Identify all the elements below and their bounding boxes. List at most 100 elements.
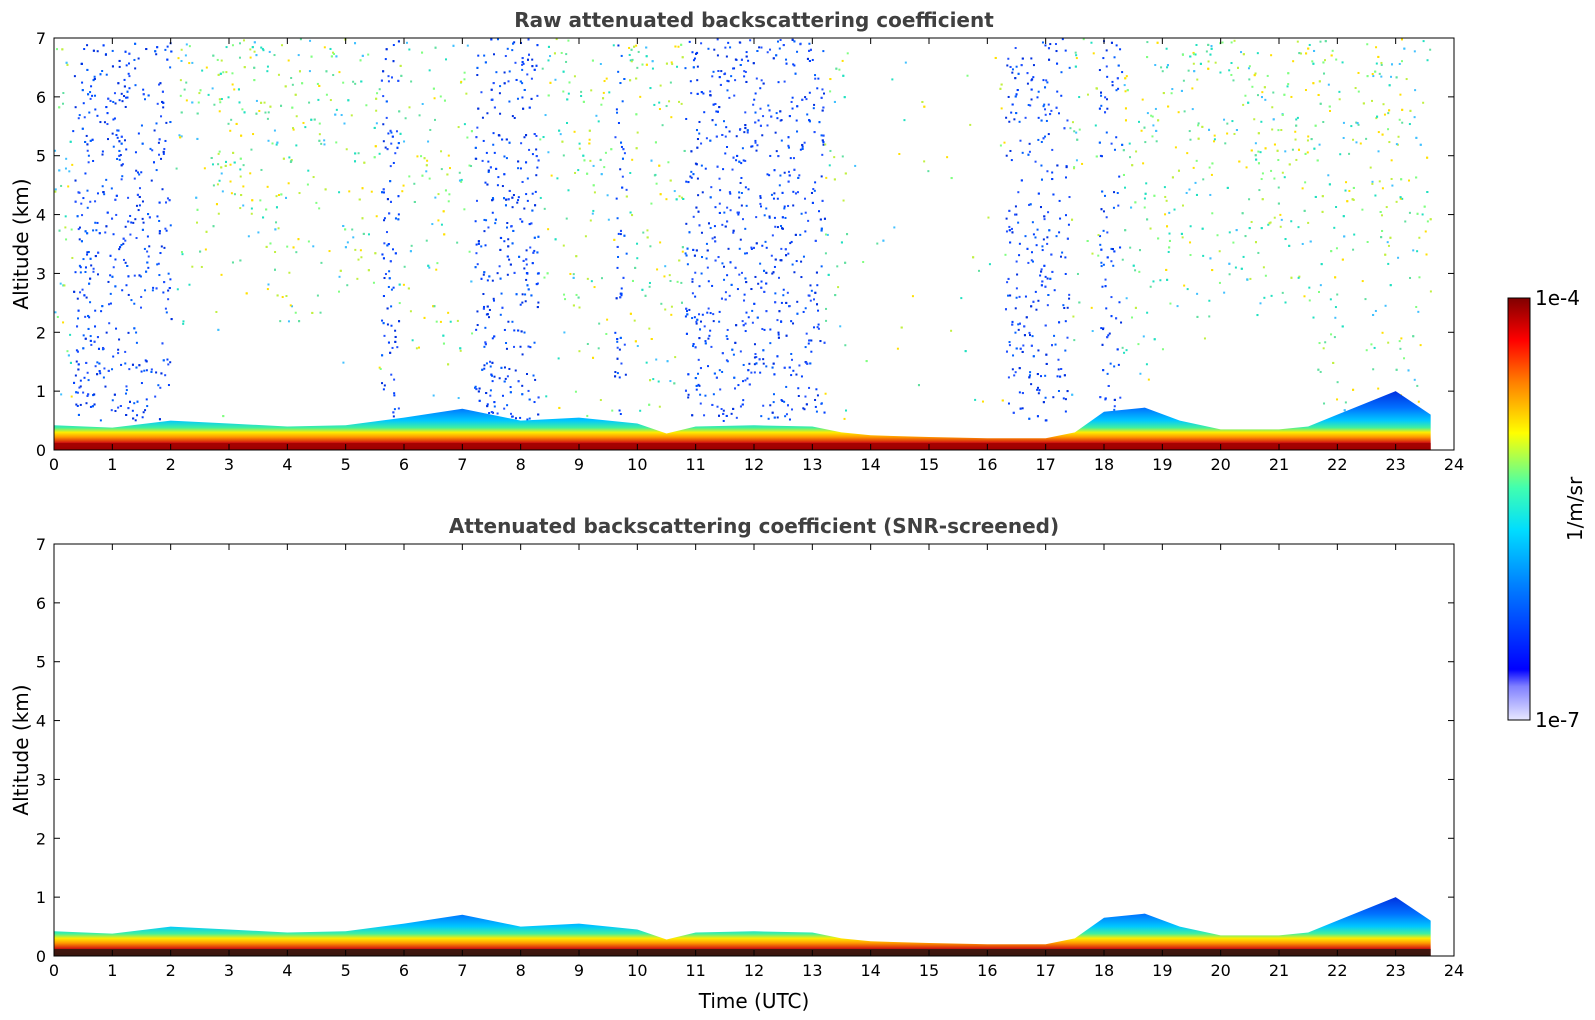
noise-pixel <box>1146 41 1149 44</box>
noise-pixel <box>280 193 283 196</box>
noise-pixel <box>1102 229 1105 232</box>
noise-pixel <box>1283 93 1286 96</box>
noise-pixel <box>54 190 57 193</box>
noise-pixel <box>73 75 76 78</box>
x-tick-label: 14 <box>860 455 880 474</box>
noise-pixel <box>1154 64 1157 67</box>
noise-pixel <box>513 271 516 274</box>
noise-pixel <box>123 78 126 81</box>
noise-pixel <box>750 247 753 250</box>
noise-pixel <box>599 158 602 161</box>
noise-pixel <box>442 210 445 213</box>
noise-pixel <box>753 98 756 101</box>
noise-pixel <box>670 61 673 64</box>
noise-pixel <box>485 392 488 395</box>
noise-pixel <box>170 50 173 53</box>
noise-pixel <box>182 322 185 325</box>
noise-pixel <box>1007 57 1010 60</box>
noise-pixel <box>1408 123 1411 126</box>
noise-pixel <box>339 269 342 272</box>
noise-pixel <box>547 45 550 48</box>
noise-pixel <box>84 230 87 233</box>
noise-pixel <box>1090 306 1093 309</box>
noise-pixel <box>1312 62 1315 65</box>
noise-pixel <box>260 168 263 171</box>
noise-pixel <box>230 192 233 195</box>
noise-pixel <box>736 154 739 157</box>
noise-pixel <box>1352 248 1355 251</box>
noise-pixel <box>178 134 181 137</box>
noise-pixel <box>66 350 69 353</box>
noise-pixel <box>1166 225 1169 228</box>
x-tick-label: 20 <box>1210 961 1230 980</box>
noise-pixel <box>428 69 431 72</box>
noise-pixel <box>583 159 586 162</box>
noise-pixel <box>1012 354 1015 357</box>
noise-pixel <box>780 259 783 262</box>
noise-pixel <box>669 279 672 282</box>
noise-pixel <box>1051 148 1054 151</box>
noise-pixel <box>1202 178 1205 181</box>
noise-pixel <box>338 275 341 278</box>
noise-pixel <box>621 186 624 189</box>
noise-pixel <box>413 182 416 185</box>
noise-pixel <box>791 38 794 41</box>
noise-pixel <box>1242 53 1245 56</box>
noise-pixel <box>1269 221 1272 224</box>
noise-pixel <box>1105 131 1108 134</box>
noise-pixel <box>140 295 143 298</box>
noise-pixel <box>257 231 260 234</box>
noise-pixel <box>1387 244 1390 247</box>
noise-pixel <box>1355 121 1358 124</box>
noise-pixel <box>674 356 677 359</box>
noise-pixel <box>613 238 616 241</box>
noise-pixel <box>711 119 714 122</box>
noise-pixel <box>396 146 399 149</box>
noise-pixel <box>580 94 583 97</box>
noise-pixel <box>775 150 778 153</box>
noise-pixel <box>387 80 390 83</box>
noise-pixel <box>1153 194 1156 197</box>
noise-pixel <box>385 100 388 103</box>
noise-pixel <box>399 132 402 135</box>
noise-pixel <box>616 357 619 360</box>
noise-pixel <box>695 384 698 387</box>
noise-pixel <box>1260 227 1263 230</box>
noise-pixel <box>706 249 709 252</box>
noise-pixel <box>567 39 570 42</box>
noise-pixel <box>1040 119 1043 122</box>
noise-pixel <box>1015 260 1018 263</box>
noise-pixel <box>392 44 395 47</box>
noise-pixel <box>746 131 749 134</box>
noise-pixel <box>495 167 498 170</box>
noise-pixel <box>1261 91 1264 94</box>
noise-pixel <box>134 218 137 221</box>
noise-pixel <box>664 265 667 268</box>
noise-pixel <box>811 201 814 204</box>
noise-pixel <box>1261 172 1264 175</box>
noise-pixel <box>1399 347 1402 350</box>
noise-pixel <box>818 121 821 124</box>
noise-pixel <box>593 191 596 194</box>
noise-pixel <box>617 70 620 73</box>
noise-pixel <box>1405 78 1408 81</box>
noise-pixel <box>1421 213 1424 216</box>
noise-pixel <box>162 106 165 109</box>
noise-pixel <box>1036 373 1039 376</box>
noise-pixel <box>70 395 73 398</box>
noise-pixel <box>1334 276 1337 279</box>
noise-pixel <box>766 51 769 54</box>
noise-pixel <box>1323 402 1326 405</box>
noise-pixel <box>1246 278 1249 281</box>
noise-pixel <box>1032 355 1035 358</box>
noise-pixel <box>105 178 108 181</box>
noise-pixel <box>118 149 121 152</box>
noise-pixel <box>762 362 765 365</box>
noise-pixel <box>562 244 565 247</box>
noise-pixel <box>290 160 293 163</box>
noise-pixel <box>829 149 832 152</box>
noise-pixel <box>299 38 302 41</box>
noise-pixel <box>62 321 65 324</box>
noise-pixel <box>526 199 529 202</box>
noise-pixel <box>319 311 322 314</box>
